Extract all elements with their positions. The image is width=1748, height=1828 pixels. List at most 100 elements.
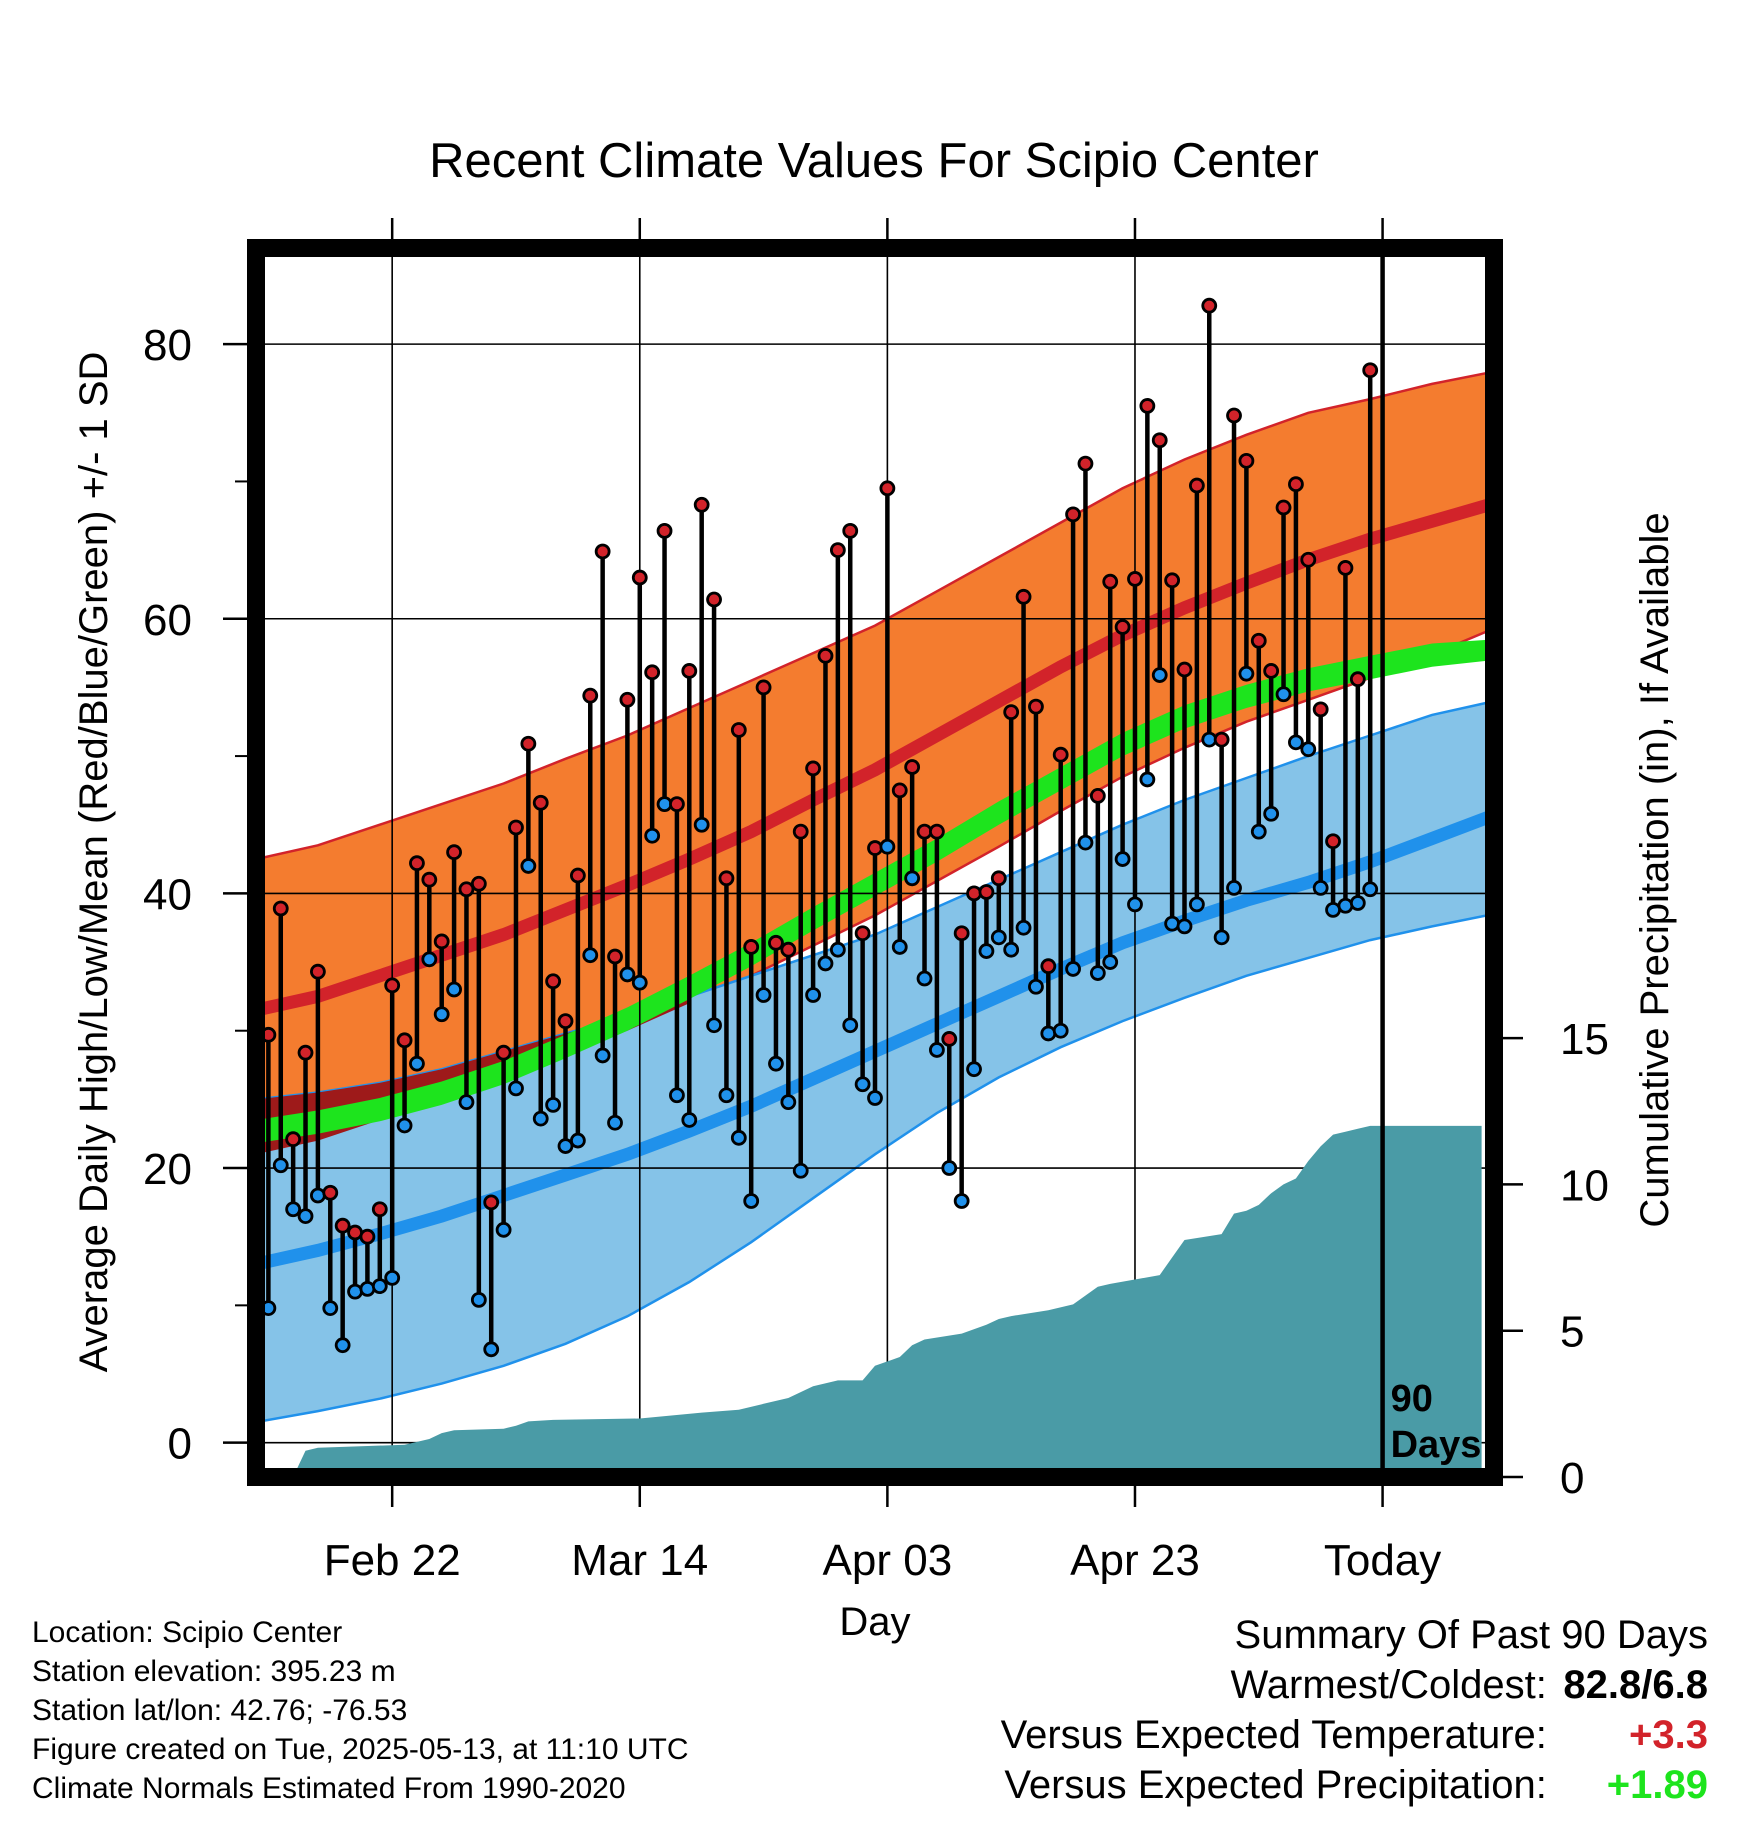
daily-high-point	[309, 963, 326, 980]
summary-title: Summary Of Past 90 Days	[1234, 1613, 1708, 1657]
daily-low-point	[817, 955, 834, 972]
y-tick-label: 20	[143, 1145, 192, 1194]
daily-high-point	[718, 870, 735, 887]
daily-low-point	[829, 941, 846, 958]
summary-warmest: Warmest/Coldest: 82.8/6.8	[1001, 1660, 1709, 1710]
daily-high-point	[409, 855, 425, 872]
daily-low-point	[421, 951, 438, 968]
y-axis-label: Average Daily High/Low/Mean (Red/Blue/Gr…	[72, 352, 116, 1373]
daily-high-point	[1003, 704, 1020, 721]
daily-low-point	[1188, 896, 1205, 913]
daily-high-point	[1089, 788, 1106, 804]
daily-high-point	[569, 867, 586, 884]
daily-high-point	[867, 840, 883, 856]
precip-series	[256, 1125, 1482, 1477]
daily-high-point	[1250, 632, 1267, 649]
daily-low-point	[1077, 834, 1094, 851]
daily-low-point	[1089, 965, 1106, 981]
summary-temp-value: +3.3	[1629, 1713, 1708, 1757]
info-location: Location: Scipio Center	[32, 1616, 343, 1649]
daily-high-point	[681, 663, 698, 679]
daily-high-point	[743, 939, 760, 955]
y2-tick-label: 15	[1560, 1015, 1609, 1064]
daily-low-point	[867, 1090, 883, 1106]
daily-low-point	[669, 1087, 685, 1104]
daily-low-point	[532, 1110, 549, 1127]
daily-high-point	[470, 875, 487, 892]
daily-low-point	[309, 1187, 326, 1204]
daily-low-point	[929, 1042, 945, 1058]
daily-low-point	[359, 1280, 376, 1297]
daily-high-point	[619, 691, 636, 708]
daily-high-point	[978, 884, 995, 900]
summary-warmest-label: Warmest/Coldest:	[1230, 1663, 1547, 1707]
daily-low-point	[1176, 918, 1193, 935]
daily-low-point	[644, 827, 661, 844]
daily-high-point	[334, 1217, 351, 1234]
daily-low-point	[1139, 771, 1156, 788]
daily-high-point	[446, 844, 462, 861]
daily-high-point	[1040, 958, 1057, 975]
daily-low-point	[755, 987, 772, 1003]
daily-low-point	[941, 1160, 958, 1176]
daily-high-point	[656, 522, 673, 539]
daily-low-point	[1226, 880, 1242, 896]
daily-low-point	[334, 1337, 351, 1354]
daily-high-point	[1362, 362, 1379, 379]
daily-low-point	[904, 870, 921, 887]
daily-high-point	[582, 687, 599, 704]
daily-high-point	[1312, 701, 1329, 718]
daily-high-point	[730, 722, 747, 738]
plot-frame	[247, 239, 1503, 1486]
daily-high-point	[495, 1044, 512, 1061]
y2-tick-label: 5	[1560, 1308, 1584, 1357]
daily-low-point	[780, 1094, 797, 1111]
daily-low-point	[520, 858, 537, 874]
station-info: Location: Scipio Center Station elevatio…	[32, 1613, 689, 1808]
daily-low-point	[1250, 823, 1267, 840]
daily-high-point	[669, 796, 685, 813]
daily-low-point	[1275, 686, 1292, 703]
daily-high-point	[458, 881, 475, 898]
daily-high-point	[1151, 432, 1168, 449]
daily-low-point	[1238, 665, 1255, 682]
daily-low-point	[1015, 919, 1032, 936]
x-tick-label: Mar 14	[571, 1536, 708, 1585]
daily-high-point	[508, 819, 524, 836]
daily-high-point	[1238, 452, 1255, 469]
daily-high-point	[805, 760, 821, 777]
daily-high-point	[594, 543, 611, 560]
x-axis: Feb 22 Mar 14 Apr 03 Apr 23 Today	[324, 218, 1441, 1585]
daily-low-point	[371, 1278, 388, 1295]
daily-low-point	[607, 1114, 623, 1131]
info-created: Figure created on Tue, 2025-05-13, at 11…	[32, 1733, 689, 1766]
daily-high-point	[792, 823, 809, 840]
y2-tick-label: 10	[1560, 1161, 1609, 1210]
daily-high-point	[854, 925, 871, 942]
daily-high-point	[631, 569, 648, 586]
daily-high-point	[990, 870, 1007, 887]
y-axis: 0 20 40 60 80	[143, 321, 247, 1469]
daily-low-point	[297, 1208, 314, 1224]
daily-low-point	[1349, 895, 1366, 911]
daily-high-point	[1275, 499, 1292, 516]
info-normals: Climate Normals Estimated From 1990-2020	[32, 1772, 626, 1805]
summary-panel: Summary Of Past 90 Days Warmest/Coldest:…	[1001, 1610, 1708, 1810]
summary-precip-value: +1.89	[1606, 1763, 1708, 1807]
daily-low-point	[384, 1269, 401, 1286]
daily-high-point	[929, 823, 945, 840]
daily-low-point	[730, 1129, 747, 1146]
daily-low-point	[1003, 941, 1020, 958]
high-mean-line	[256, 497, 1494, 1017]
daily-high-point	[433, 933, 450, 950]
daily-low-point	[1288, 734, 1304, 751]
x-tick-label: Apr 03	[823, 1536, 953, 1585]
daily-low-point	[631, 974, 648, 991]
daily-low-point	[693, 816, 710, 833]
y2-axis: 0 5 10 15	[1503, 1015, 1609, 1503]
daily-low-point	[1362, 881, 1379, 898]
daily-low-point	[953, 1193, 970, 1209]
daily-low-point	[842, 1017, 859, 1034]
